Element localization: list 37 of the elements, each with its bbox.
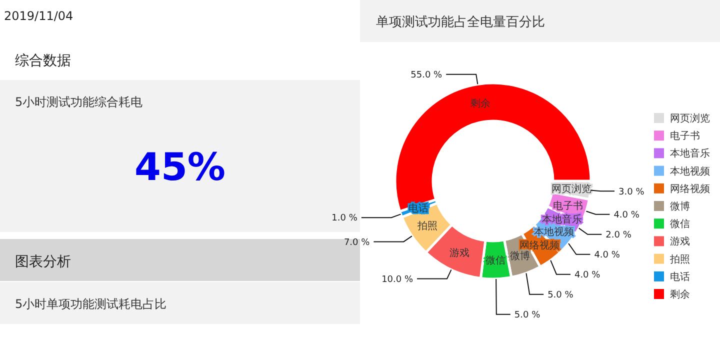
text: 图表分析 <box>15 254 71 270</box>
chart-title: 单项测试功能占全电量百分比 <box>376 15 545 30</box>
legend-label: 本地视频 <box>670 165 710 178</box>
slice-label: 电子书 <box>553 200 584 212</box>
data-label: 55.0 % <box>410 70 443 80</box>
legend-label: 剩余 <box>670 288 690 300</box>
slice-label: 本地音乐 <box>542 214 582 226</box>
legend-label: 拍照 <box>669 253 690 266</box>
data-label: 10.0 % <box>382 274 414 285</box>
data-label: 4.0 % <box>594 250 620 261</box>
data-label: 5.0 % <box>514 310 541 321</box>
slice-label: 微博 <box>510 250 530 262</box>
legend-label: 电话 <box>670 270 690 283</box>
data-label: 5.0 % <box>548 290 574 301</box>
legend-label: 微信 <box>670 218 690 230</box>
slice-label: 微信 <box>485 254 506 266</box>
data-label: 3.0 % <box>618 187 645 198</box>
slice-label: 剩余 <box>470 97 491 110</box>
data-label: 4.0 % <box>614 210 640 221</box>
legend-label: 网络视频 <box>670 182 710 195</box>
text: 2019/11/04 <box>4 9 74 23</box>
text: 45% <box>134 145 226 189</box>
text: 5小时单项功能测试耗电占比 <box>15 297 167 311</box>
legend-label: 游戏 <box>670 236 690 248</box>
legend-label: 网页浏览 <box>670 112 710 124</box>
legend-label: 电子书 <box>670 130 700 142</box>
slice-label: 拍照 <box>416 220 438 232</box>
data-label: 1.0 % <box>332 214 358 224</box>
text: 5小时测试功能综合耗电 <box>15 95 143 109</box>
slice-label: 游戏 <box>449 246 470 259</box>
data-label: 2.0 % <box>606 230 632 241</box>
legend-label: 本地音乐 <box>670 148 710 160</box>
data-label: 4.0 % <box>574 270 601 281</box>
data-label: 7.0 % <box>344 238 370 248</box>
slice-label: 网页浏览 <box>552 182 592 195</box>
text: 综合数据 <box>15 53 71 69</box>
legend-label: 微博 <box>670 200 690 212</box>
